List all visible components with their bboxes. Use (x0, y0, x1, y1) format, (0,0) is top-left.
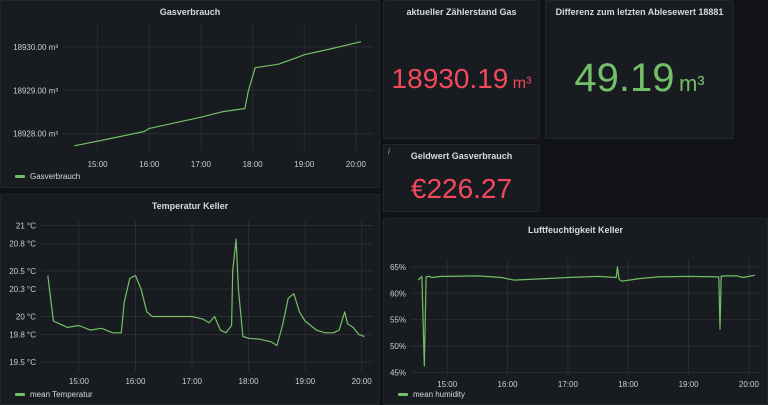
stat-number: 18930.19 (391, 63, 509, 94)
legend-label: mean Temperatur (30, 390, 93, 399)
x-tick-label: 16:00 (125, 377, 146, 386)
x-tick-label: 15:00 (88, 160, 109, 169)
x-tick-label: 17:00 (191, 160, 212, 169)
stat-unit: m³ (678, 71, 705, 96)
y-tick-label: 18928.00 m³ (13, 130, 58, 139)
x-tick-label: 20:00 (739, 380, 760, 389)
y-tick-label: 55% (390, 316, 406, 325)
x-tick-label: 19:00 (679, 380, 700, 389)
stat-number: 49.19 (574, 56, 675, 100)
zaehlerstand-panel[interactable]: aktueller Zählerstand Gas 18930.19 m³ (383, 0, 540, 139)
legend-label: Gasverbrauch (30, 172, 81, 181)
legend-label: mean humidity (413, 390, 466, 399)
series-line-mean-humidity[interactable] (417, 266, 756, 367)
x-tick-label: 18:00 (618, 380, 639, 389)
y-tick-label: 65% (390, 263, 406, 272)
y-tick-label: 20 °C (16, 312, 36, 321)
y-tick-label: 19.5 °C (9, 358, 36, 367)
stat-value: 49.19 m³ (546, 56, 733, 101)
panel-title[interactable]: aktueller Zählerstand Gas (406, 7, 517, 17)
y-tick-label: 21 °C (16, 222, 36, 231)
y-tick-label: 45% (390, 368, 406, 377)
gas-panel[interactable]: Gasverbrauch 18928.00 m³ 18929.00 m³ 18930… (0, 0, 380, 188)
legend-color-swatch (398, 393, 408, 397)
x-tick-label: 15:00 (69, 377, 90, 386)
x-tick-label: 16:00 (498, 380, 519, 389)
panel-title[interactable]: Differenz zum letzten Ablesewert 18881 (555, 7, 724, 17)
y-tick-label: 20.8 °C (9, 240, 36, 249)
series-line-mean-temperatur[interactable] (47, 238, 365, 347)
y-tick-label: 19.8 °C (9, 331, 36, 340)
x-tick-label: 15:00 (437, 380, 458, 389)
x-tick-label: 20:00 (346, 160, 367, 169)
stat-value: 18930.19 m³ (384, 63, 539, 95)
legend-item[interactable]: mean humidity (398, 390, 465, 399)
temperatur-panel[interactable]: Temperatur Keller 19.5 °C 19.8 °C 20 °C 20.… (0, 194, 380, 405)
y-tick-label: 60% (390, 289, 406, 298)
legend-item[interactable]: mean Temperatur (15, 390, 93, 399)
y-tick-label: 50% (390, 342, 406, 351)
x-tick-label: 20:00 (352, 377, 373, 386)
y-tick-label: 18929.00 m³ (13, 86, 58, 95)
humidity-panel[interactable]: Luftfeuchtigkeit Keller 45% 50% 55% 60% 65% 1… (383, 218, 768, 405)
legend-color-swatch (15, 175, 25, 179)
temperature-chart[interactable]: 19.5 °C 19.8 °C 20 °C 20.3 °C 20.5 °C 20.8 °C… (1, 195, 380, 405)
x-tick-label: 17:00 (182, 377, 203, 386)
y-tick-label: 20.5 °C (9, 267, 36, 276)
series-line-gasverbrauch[interactable] (74, 41, 362, 147)
panel-title[interactable]: Gasverbrauch (159, 7, 221, 17)
info-icon[interactable]: i (388, 147, 390, 156)
stat-unit: m³ (512, 75, 532, 92)
differenz-panel[interactable]: Differenz zum letzten Ablesewert 18881 4… (545, 0, 734, 139)
x-tick-label: 16:00 (139, 160, 160, 169)
humidity-chart[interactable]: 45% 50% 55% 60% 65% 15:00 16:00 17:00 18:00 19:00… (384, 219, 768, 405)
x-tick-label: 18:00 (239, 377, 260, 386)
panel-title[interactable]: Temperatur Keller (151, 201, 229, 211)
geldwert-panel[interactable]: i Geldwert Gasverbrauch €226.27 (383, 144, 540, 212)
x-tick-label: 19:00 (295, 377, 316, 386)
x-tick-label: 19:00 (294, 160, 315, 169)
panel-title[interactable]: Luftfeuchtigkeit Keller (527, 225, 623, 235)
stat-value: €226.27 (410, 173, 513, 204)
panel-title[interactable]: Geldwert Gasverbrauch (410, 151, 513, 161)
y-tick-label: 18930.00 m³ (13, 43, 58, 52)
x-tick-label: 18:00 (243, 160, 264, 169)
gas-chart[interactable]: 18928.00 m³ 18929.00 m³ 18930.00 m³ 15:00 16… (1, 1, 380, 188)
legend-color-swatch (15, 393, 25, 397)
y-tick-label: 20.3 °C (9, 285, 36, 294)
legend-item[interactable]: Gasverbrauch (15, 172, 80, 181)
x-tick-label: 17:00 (558, 380, 579, 389)
